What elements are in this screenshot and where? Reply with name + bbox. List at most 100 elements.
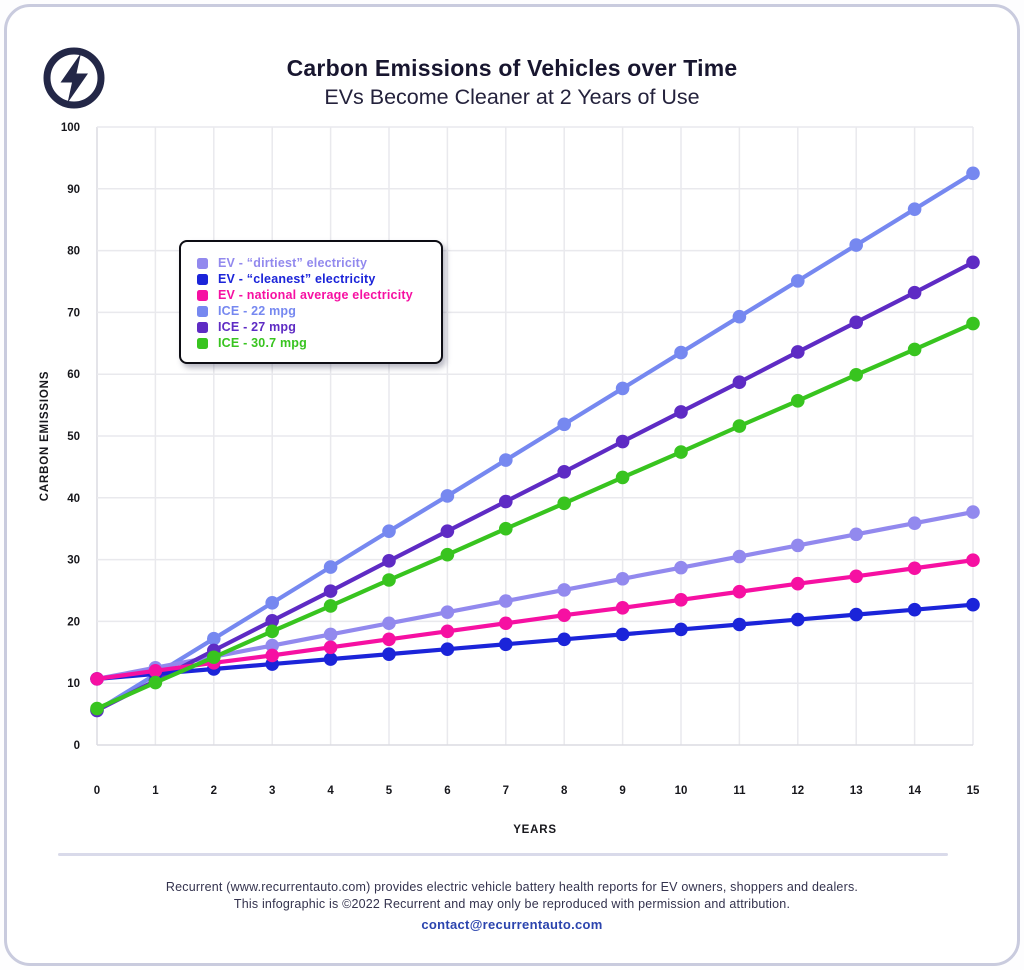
- legend-swatch-icon: [197, 337, 208, 349]
- legend: EV - “dirtiest” electricity EV - “cleanes…: [179, 240, 443, 364]
- y-tick-label: 0: [74, 740, 80, 752]
- data-point: [907, 202, 922, 216]
- data-point: [791, 274, 805, 288]
- footer-description: Recurrent (www.recurrentauto.com) provid…: [165, 880, 859, 894]
- x-tick-label: 15: [967, 785, 980, 797]
- legend-item-ice-22-mpg: ICE - 22 mpg: [197, 303, 429, 319]
- data-point: [323, 652, 338, 666]
- data-point: [557, 465, 571, 479]
- y-tick-label: 70: [67, 307, 80, 319]
- data-point: [557, 608, 571, 623]
- data-point: [615, 601, 630, 615]
- legend-swatch-icon: [197, 321, 208, 333]
- y-tick-label: 10: [67, 678, 80, 690]
- data-point: [207, 650, 221, 665]
- data-point: [907, 561, 922, 576]
- contact-email-link[interactable]: contact@recurrentauto.com: [421, 917, 603, 932]
- data-point: [440, 547, 455, 562]
- data-point: [791, 538, 805, 553]
- legend-swatch-icon: [197, 305, 208, 317]
- series-ev-dirtiest-electricity: [90, 505, 980, 686]
- data-point: [615, 434, 630, 449]
- data-point: [148, 664, 163, 678]
- legend-label: ICE - 27 mpg: [218, 320, 297, 334]
- legend-label: EV - “dirtiest” electricity: [218, 256, 368, 270]
- data-point: [674, 622, 688, 637]
- data-point: [615, 571, 630, 586]
- data-point: [674, 560, 688, 575]
- data-point: [966, 255, 980, 270]
- y-tick-label: 50: [67, 431, 80, 443]
- data-point: [615, 381, 630, 396]
- x-tick-label: 1: [152, 785, 159, 797]
- data-point: [557, 583, 571, 597]
- series-ev-national-average-electricity: [90, 553, 980, 686]
- data-point: [907, 602, 922, 617]
- x-tick-label: 0: [94, 785, 100, 797]
- x-tick-label: 12: [791, 785, 804, 797]
- y-tick-label: 80: [67, 246, 80, 258]
- data-point: [966, 166, 980, 181]
- page-subtitle: EVs Become Cleaner at 2 Years of Use: [324, 85, 700, 109]
- data-point: [499, 616, 513, 631]
- data-point: [499, 453, 513, 467]
- data-point: [674, 345, 688, 360]
- data-point: [440, 624, 455, 639]
- data-point: [265, 596, 280, 610]
- data-point: [849, 527, 863, 542]
- legend-swatch-icon: [197, 289, 208, 301]
- series-line: [94, 558, 976, 681]
- x-tick-label: 5: [386, 785, 393, 797]
- legend-item-ev-cleanest-electricity: EV - “cleanest” electricity: [197, 271, 429, 287]
- series-ev-cleanest-electricity: [90, 597, 980, 686]
- data-point: [90, 672, 104, 686]
- x-tick-label: 11: [733, 785, 746, 797]
- footer-copyright: This infographic is ©2022 Recurrent and …: [233, 897, 791, 911]
- data-point: [849, 315, 863, 330]
- data-point: [791, 345, 805, 359]
- data-point: [323, 599, 338, 613]
- y-tick-label: 90: [67, 184, 80, 196]
- data-point: [849, 238, 863, 252]
- legend-item-ice-27-mpg: ICE - 27 mpg: [197, 319, 429, 335]
- x-tick-label: 13: [850, 785, 863, 797]
- data-point: [732, 584, 747, 599]
- series-line: [94, 509, 976, 681]
- data-point: [966, 597, 980, 612]
- x-tick-label: 4: [327, 785, 334, 797]
- data-point: [90, 701, 104, 716]
- data-point: [849, 607, 863, 622]
- data-point: [440, 605, 455, 619]
- data-point: [732, 375, 747, 390]
- x-tick-label: 6: [444, 785, 450, 797]
- data-point: [674, 445, 688, 459]
- data-point: [207, 631, 221, 646]
- data-point: [440, 524, 455, 538]
- data-point: [732, 617, 747, 632]
- legend-item-ev-national-average-electricity: EV - national average electricity: [197, 287, 429, 303]
- legend-label: ICE - 22 mpg: [218, 304, 297, 318]
- data-point: [323, 560, 338, 574]
- data-point: [849, 368, 863, 382]
- x-tick-label: 8: [561, 785, 568, 797]
- data-point: [907, 516, 922, 530]
- x-tick-label: 9: [619, 785, 625, 797]
- x-tick-label: 2: [211, 785, 217, 797]
- data-point: [499, 594, 513, 608]
- y-tick-label: 30: [67, 555, 80, 567]
- data-point: [499, 521, 513, 536]
- data-point: [382, 616, 396, 631]
- y-tick-label: 40: [67, 493, 80, 505]
- y-tick-label: 60: [67, 369, 80, 381]
- data-point: [382, 524, 396, 538]
- data-point: [557, 496, 571, 511]
- data-point: [557, 417, 571, 432]
- y-tick-label: 100: [61, 122, 80, 134]
- data-point: [148, 675, 163, 690]
- legend-swatch-icon: [197, 257, 208, 269]
- data-point: [615, 470, 630, 485]
- x-tick-label: 3: [269, 785, 275, 797]
- data-point: [323, 627, 338, 642]
- data-point: [440, 642, 455, 657]
